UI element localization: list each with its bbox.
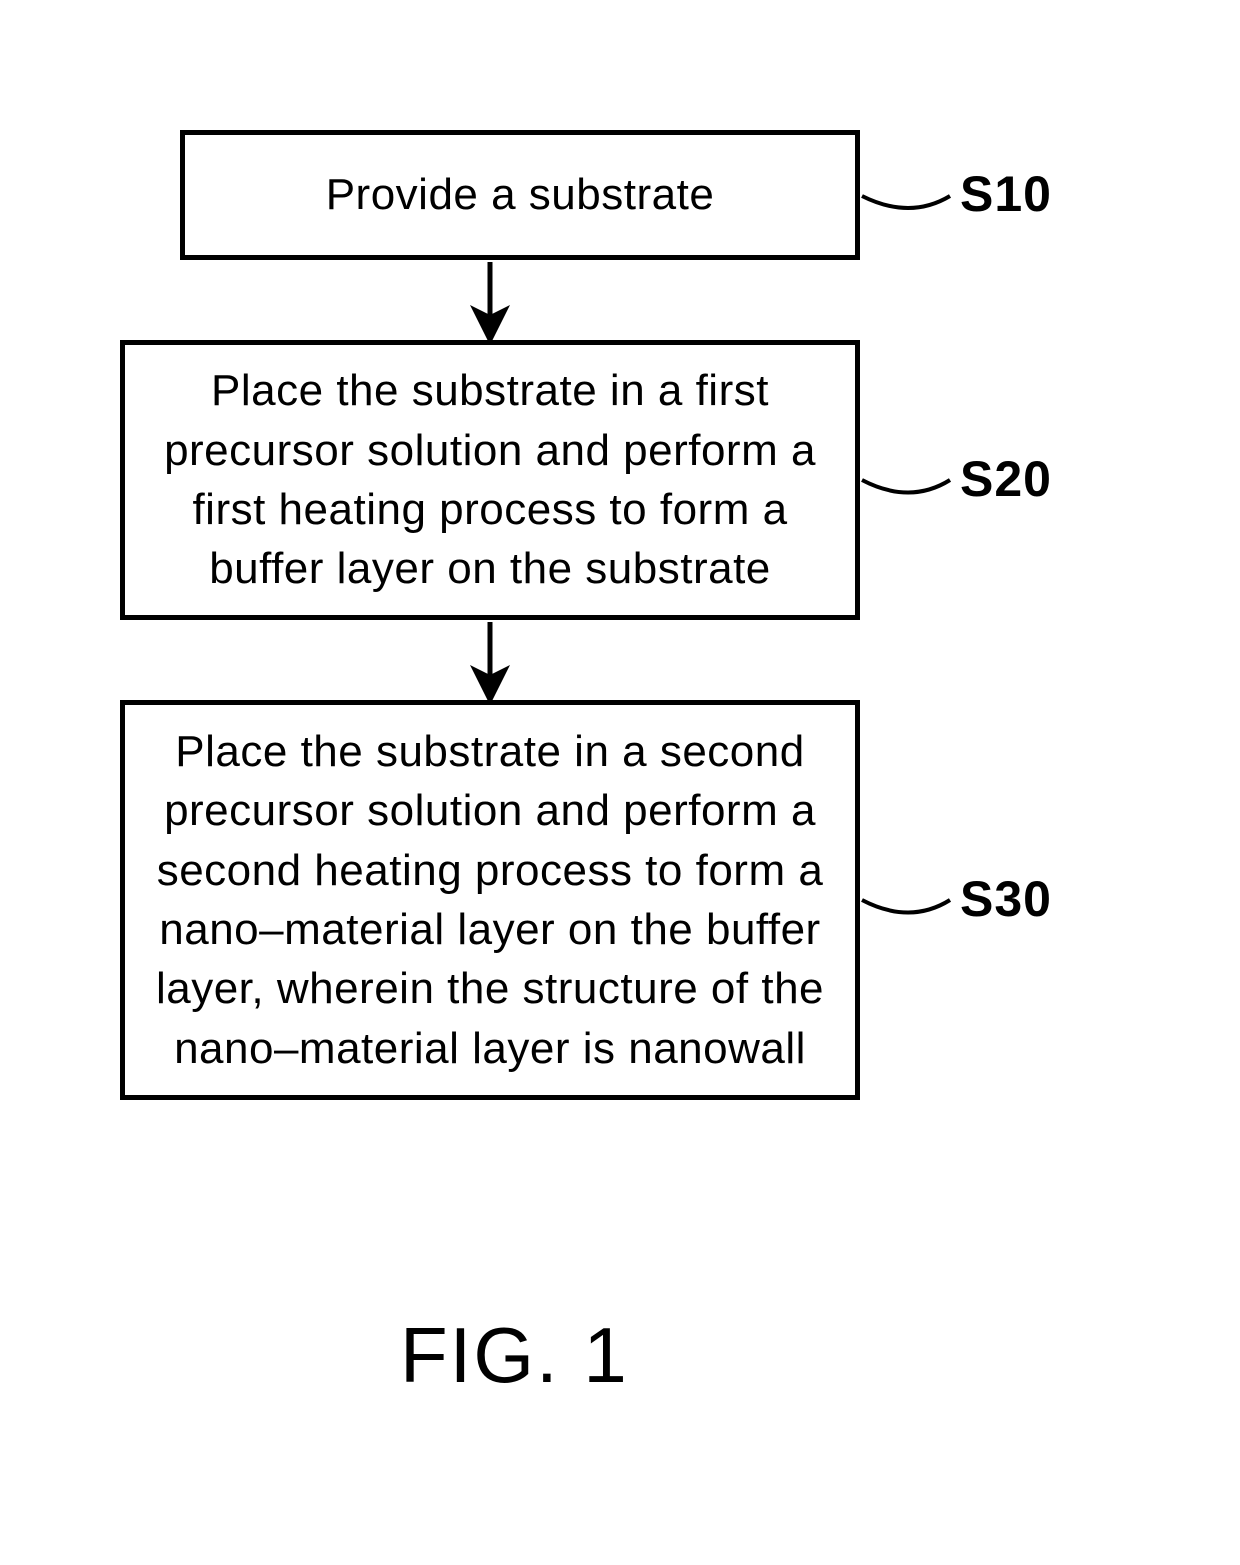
flow-node-s10-text: Provide a substrate [326, 165, 715, 224]
flow-node-s30-text: Place the substrate in a second precurso… [145, 722, 835, 1078]
step-label-s10: S10 [960, 165, 1052, 223]
step-label-s30: S30 [960, 870, 1052, 928]
flow-node-s30: Place the substrate in a second precurso… [120, 700, 860, 1100]
flow-node-s10: Provide a substrate [180, 130, 860, 260]
flow-node-s20: Place the substrate in a first precursor… [120, 340, 860, 620]
label-connector-s30 [862, 900, 950, 913]
flow-node-s20-text: Place the substrate in a first precursor… [145, 361, 835, 599]
step-label-s20: S20 [960, 450, 1052, 508]
figure-caption: FIG. 1 [400, 1310, 629, 1401]
label-connector-s20 [862, 480, 950, 493]
label-connector-s10 [862, 196, 950, 208]
diagram-canvas: Provide a substrate Place the substrate … [0, 0, 1240, 1565]
